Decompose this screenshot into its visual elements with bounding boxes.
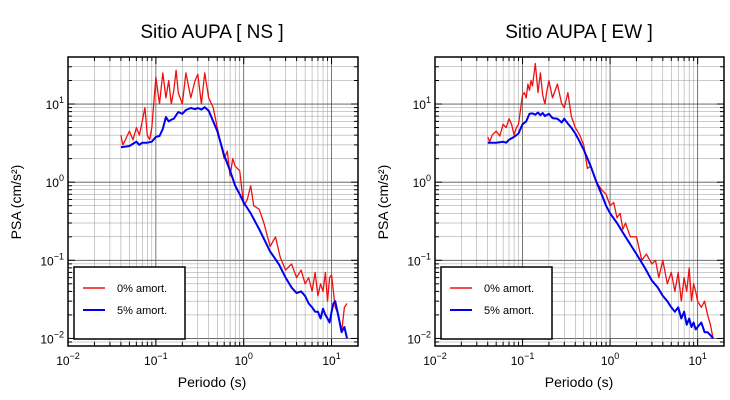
y-tick-label: 100	[46, 173, 64, 190]
chart-ew-title: Sitio AUPA [ EW ]	[505, 22, 652, 43]
chart-ns-series	[120, 69, 348, 339]
y-tick-label: 100	[413, 173, 431, 190]
chart-ns-xlabel: Periodo (s)	[178, 374, 246, 390]
chart-ns-frame	[67, 56, 359, 347]
y-tick-label: 10−2	[407, 329, 431, 346]
chart-ns: Sitio AUPA [ NS ] 10−2 10−1 100 101 10−2 10−1…	[8, 22, 359, 390]
chart-ns-ylabel: PSA (cm/s²)	[8, 165, 24, 240]
x-tick-label: 10−2	[56, 351, 80, 368]
y-tick-label: 10−2	[40, 329, 64, 346]
chart-ns-legend-label-0: 0% amort.	[117, 283, 167, 295]
y-tick-label: 101	[413, 95, 431, 112]
y-tick-label: 10−1	[40, 251, 64, 268]
series-line-0	[120, 69, 348, 333]
series-line-0	[487, 62, 714, 339]
chart-ns-legend: 0% amort. 5% amort.	[73, 266, 186, 340]
series-line-1	[120, 106, 348, 339]
chart-ns-title: Sitio AUPA [ NS ]	[140, 22, 283, 43]
chart-ew-frame	[434, 56, 725, 347]
y-tick-label: 101	[46, 95, 64, 112]
x-tick-label: 101	[322, 351, 340, 368]
chart-ew-legend-label-1: 5% amort.	[484, 305, 534, 317]
chart-ew: Sitio AUPA [ EW ] 10−2 10−1 100 101 10−2 10−1…	[375, 22, 725, 390]
chart-ew-legend-box	[440, 266, 553, 340]
chart-ns-legend-label-1: 5% amort.	[117, 305, 167, 317]
chart-ew-ticks: 10−2 10−1 100 101 10−2 10−1 100 101	[407, 57, 724, 368]
series-line-1	[487, 111, 714, 340]
chart-ns-legend-box	[73, 266, 186, 340]
x-tick-label: 100	[235, 351, 253, 368]
chart-ew-legend: 0% amort. 5% amort.	[440, 266, 553, 340]
chart-ew-series	[487, 62, 714, 340]
x-tick-label: 10−1	[144, 351, 168, 368]
chart-ew-grid	[435, 57, 724, 346]
chart-ew-xlabel: Periodo (s)	[545, 374, 613, 390]
chart-ns-ticks: 10−2 10−1 100 101 10−2 10−1 100 101	[40, 57, 358, 368]
chart-ew-ylabel: PSA (cm/s²)	[375, 165, 391, 240]
chart-ew-legend-label-0: 0% amort.	[484, 283, 534, 295]
x-tick-label: 100	[601, 351, 619, 368]
x-tick-label: 10−2	[423, 351, 447, 368]
y-tick-label: 10−1	[407, 251, 431, 268]
x-tick-label: 101	[688, 351, 706, 368]
x-tick-label: 10−1	[511, 351, 535, 368]
